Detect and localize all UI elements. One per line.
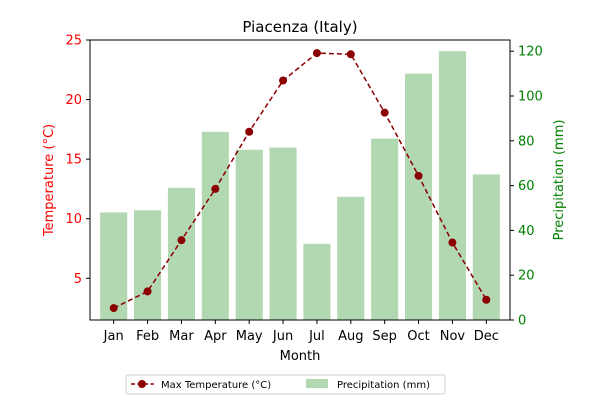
y-right-tick-label: 60 — [518, 179, 535, 194]
precipitation-bar — [337, 196, 365, 320]
x-tick-label: Oct — [407, 329, 429, 344]
temperature-point — [211, 184, 220, 193]
temperature-point — [448, 238, 457, 247]
precipitation-bar — [371, 138, 399, 320]
y-right-tick-label: 0 — [518, 314, 526, 329]
x-tick-label: Aug — [338, 329, 363, 344]
y-axis-right-label: Precipitation (mm) — [552, 120, 567, 241]
temperature-point — [312, 49, 321, 58]
x-tick-label: May — [236, 329, 263, 344]
legend-frame — [125, 374, 446, 395]
chart-title: Piacenza (Italy) — [242, 18, 357, 36]
temperature-point — [482, 295, 491, 304]
precipitation-bar — [201, 131, 229, 320]
y-left-tick-label: 5 — [74, 272, 82, 287]
plot-frame — [89, 39, 511, 321]
y-right-tick-label: 40 — [518, 224, 535, 239]
temperature-point — [346, 50, 355, 59]
y-right-tick-label: 120 — [518, 45, 543, 60]
temperature-point — [414, 171, 423, 180]
y-left-tick-label: 20 — [65, 93, 82, 108]
precipitation-bar — [269, 147, 297, 320]
precipitation-bar — [303, 243, 331, 320]
temperature-point — [143, 287, 152, 296]
temperature-point — [177, 236, 186, 245]
x-tick-label: Jun — [272, 329, 293, 344]
legend: Max Temperature (°C) Precipitation (mm) — [125, 374, 446, 395]
precipitation-bar — [134, 210, 162, 320]
temperature-point — [279, 76, 288, 85]
y-left-tick-label: 10 — [65, 212, 82, 227]
precipitation-bar — [405, 73, 433, 320]
x-tick-label: Sep — [372, 329, 397, 344]
x-tick-label: Apr — [204, 329, 227, 344]
temperature-line — [113, 52, 487, 309]
x-tick-label: Jan — [103, 329, 124, 344]
y-left-tick-label: 25 — [65, 34, 82, 49]
x-tick-label: Feb — [136, 329, 159, 344]
x-tick-label: Mar — [169, 329, 194, 344]
y-axis-left: 5 10 15 20 25 — [65, 34, 90, 287]
temperature-line-series — [109, 49, 491, 313]
precipitation-bar — [438, 51, 466, 320]
legend-line-marker — [138, 380, 146, 388]
y-right-tick-label: 100 — [518, 90, 543, 105]
y-left-tick-label: 15 — [65, 153, 82, 168]
x-tick-label: Nov — [440, 329, 466, 344]
y-right-tick-label: 80 — [518, 134, 535, 149]
temperature-point — [245, 127, 254, 136]
y-axis-left-label: Temperature (°C) — [42, 124, 57, 237]
temperature-point — [380, 108, 389, 117]
legend-label-temperature: Max Temperature (°C) — [161, 380, 271, 391]
precipitation-bars — [100, 51, 500, 320]
precipitation-bar — [472, 174, 500, 320]
precipitation-bar — [235, 149, 263, 320]
x-axis-label: Month — [280, 349, 321, 364]
x-axis: Jan Feb Mar Apr May Jun Jul Aug Sep Oct Nov Dec — [103, 320, 499, 344]
legend-bar-swatch — [306, 379, 328, 388]
x-tick-label: Dec — [474, 329, 499, 344]
y-right-tick-label: 20 — [518, 269, 535, 284]
legend-label-precipitation: Precipitation (mm) — [337, 380, 430, 391]
precipitation-bar — [100, 212, 128, 320]
x-tick-label: Jul — [308, 329, 325, 344]
temperature-point — [109, 304, 118, 313]
y-axis-right: 0 20 40 60 80 100 120 — [510, 45, 543, 329]
